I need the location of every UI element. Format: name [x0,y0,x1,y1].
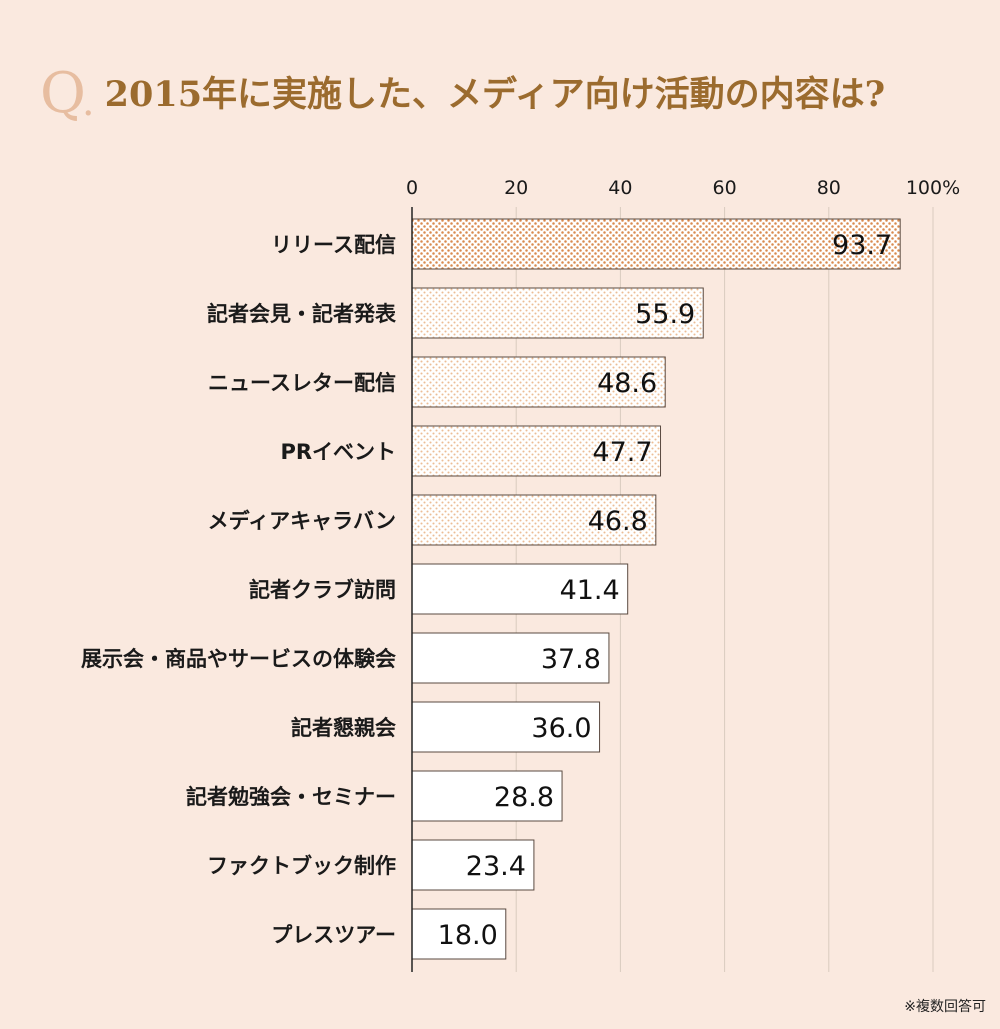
x-tick-label: 40 [608,177,632,199]
bar-value-label: 55.9 [635,299,695,330]
q-mark: Q [40,61,86,126]
category-label: 記者懇親会 [291,716,396,740]
category-label: 展示会・商品やサービスの体験会 [81,647,396,671]
category-label: メディアキャラバン [208,509,396,533]
x-tick-label: 20 [504,177,528,199]
bar [411,701,601,753]
x-tick-label: 60 [713,177,737,199]
bar-value-label: 47.7 [592,437,652,468]
bar-value-label: 23.4 [466,851,526,882]
footnote: ※複数回答可 [904,999,986,1015]
category-label: プレスツアー [271,923,396,947]
category-label: 記者勉強会・セミナー [186,785,396,809]
category-label: ファクトブック制作 [207,854,396,878]
bar [411,770,563,822]
category-label: PRイベント [280,440,396,464]
category-label: 記者クラブ訪問 [249,578,396,602]
q-dot: . [81,79,95,125]
bar-value-label: 36.0 [531,713,591,744]
x-tick-label: 0 [406,177,418,199]
bar-value-label: 41.4 [560,575,620,606]
bar-value-label: 48.6 [597,368,657,399]
category-label: リリース配信 [271,233,396,257]
bar [411,632,610,684]
category-label: 記者会見・記者発表 [207,302,397,326]
bar [411,287,704,339]
x-tick-label: 80 [817,177,841,199]
bar [411,218,901,270]
bar-value-label: 93.7 [832,230,892,261]
bar [411,908,507,960]
bar [411,563,629,615]
bar-value-label: 28.8 [494,782,554,813]
title-text: 2015年に実施した、メディア向け活動の内容は? [104,74,886,115]
x-tick-label: 100% [906,177,960,199]
bar-value-label: 37.8 [541,644,601,675]
bar-value-label: 18.0 [438,920,498,951]
chart-title: Q . 2015年に実施した、メディア向け活動の内容は? [40,52,886,126]
bar-value-label: 46.8 [588,506,648,537]
category-label: ニュースレター配信 [208,371,396,395]
